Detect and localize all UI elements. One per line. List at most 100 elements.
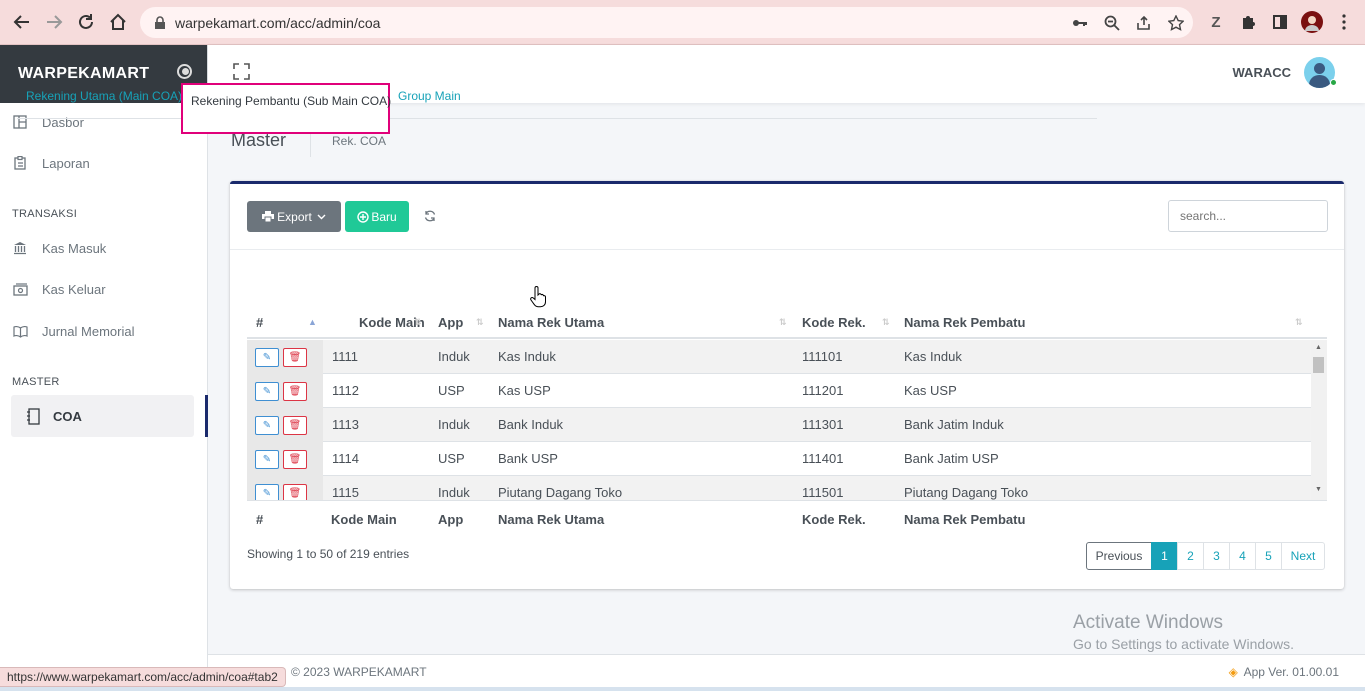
zoom-icon[interactable] [1102, 13, 1121, 32]
address-url[interactable]: warpekamart.com/acc/admin/coa [175, 14, 381, 31]
cell-nama-rek-pembantu: Bank Jatim USP [904, 451, 999, 466]
sort-icon[interactable]: ⇅ [1295, 317, 1303, 327]
home-icon[interactable] [107, 11, 129, 33]
breadcrumb[interactable]: Rek. COA [332, 134, 387, 148]
share-icon[interactable] [1134, 13, 1153, 32]
new-button[interactable]: Baru [345, 201, 409, 232]
page-button-5[interactable]: 5 [1255, 542, 1282, 570]
bank-icon [12, 240, 28, 256]
brand-logo-text[interactable]: WARPEKAMART [18, 65, 150, 82]
table-row: ✎ 🗑 1115 Induk Piutang Dagang Toko 11150… [247, 476, 1311, 500]
table-header: # ▲ Kode Main ⇅ App ⇅ Nama Rek Utama ⇅ K… [247, 306, 1327, 339]
sidebar: WARPEKAMART Dasbor Laporan TRANSAKSI Kas… [0, 45, 208, 691]
browser-menu-icon[interactable] [1333, 11, 1355, 33]
delete-icon[interactable]: 🗑 [283, 348, 307, 367]
page-button-4[interactable]: 4 [1229, 542, 1256, 570]
export-button[interactable]: Export [247, 201, 341, 232]
card-toolbar: Export Baru [230, 184, 1344, 250]
sort-icon[interactable]: ⇅ [779, 317, 787, 327]
reload-icon[interactable] [75, 11, 97, 33]
title-divider [310, 124, 311, 157]
delete-icon[interactable]: 🗑 [283, 450, 307, 469]
page-button-1[interactable]: 1 [1151, 542, 1178, 570]
page-button-2[interactable]: 2 [1177, 542, 1204, 570]
col-header-nama-rek-pembantu[interactable]: Nama Rek Pembatu [904, 315, 1026, 330]
cell-kode-main: 1111 [332, 349, 359, 364]
bookmark-star-icon[interactable] [1166, 13, 1185, 32]
edit-icon[interactable]: ✎ [255, 382, 279, 401]
col-footer-index: # [256, 512, 264, 527]
edit-icon[interactable]: ✎ [255, 450, 279, 469]
table-row: ✎ 🗑 1114 USP Bank USP 111401 Bank Jatim … [247, 442, 1311, 476]
lock-icon [155, 15, 165, 29]
edit-icon[interactable]: ✎ [255, 484, 279, 500]
puzzle-extensions-icon[interactable] [1237, 11, 1259, 33]
sort-asc-icon[interactable]: ▲ [308, 317, 317, 327]
key-icon[interactable] [1070, 13, 1089, 32]
previous-page-button[interactable]: Previous [1086, 542, 1152, 570]
sidebar-item-kas-keluar[interactable]: Kas Keluar [12, 270, 106, 308]
cell-app: Induk [438, 349, 470, 364]
search-input[interactable] [1168, 200, 1328, 232]
app-version: ◈ App Ver. 01.00.01 [1229, 665, 1339, 679]
app-version-text: App Ver. 01.00.01 [1243, 665, 1339, 679]
coa-tabs: Rekening Utama (Main COA) Rekening Pemba… [17, 83, 1097, 134]
next-page-button[interactable]: Next [1281, 542, 1325, 570]
tab-rekening-pembantu[interactable]: Rekening Pembantu (Sub Main COA) [181, 83, 391, 134]
export-label: Export [277, 209, 312, 224]
edit-icon[interactable]: ✎ [255, 416, 279, 435]
col-header-kode-rek[interactable]: Kode Rek. [802, 315, 866, 330]
report-icon [12, 155, 28, 171]
sort-icon[interactable]: ⇅ [414, 317, 422, 327]
scroll-down-icon[interactable]: ▼ [1315, 486, 1322, 493]
sort-icon[interactable]: ⇅ [882, 317, 890, 327]
sidebar-item-jurnal-memorial[interactable]: Jurnal Memorial [12, 312, 134, 350]
table-scrollbar[interactable]: ▲ ▼ [1311, 340, 1327, 500]
side-panel-icon[interactable] [1269, 11, 1291, 33]
col-header-kode-main[interactable]: Kode Main [359, 315, 425, 330]
online-status-dot [1330, 79, 1337, 86]
scroll-up-icon[interactable]: ▲ [1315, 344, 1322, 351]
address-bar[interactable]: warpekamart.com/acc/admin/coa [140, 7, 1193, 38]
sidebar-item-kas-masuk[interactable]: Kas Masuk [12, 229, 106, 267]
page-footer: © 2023 WARPEKAMART ◈ App Ver. 01.00.01 [208, 654, 1365, 691]
table-body: ✎ 🗑 1111 Induk Kas Induk 111101 Kas Indu… [247, 340, 1311, 500]
refresh-icon[interactable] [422, 208, 438, 224]
scrollbar-thumb[interactable] [1313, 357, 1324, 373]
delete-icon[interactable]: 🗑 [283, 382, 307, 401]
cell-nama-rek-utama: Bank USP [498, 451, 558, 466]
watermark-subtitle: Go to Settings to activate Windows. [1073, 636, 1294, 652]
sidebar-toggle-icon[interactable] [177, 64, 192, 79]
user-avatar[interactable] [1304, 57, 1335, 88]
page-button-3[interactable]: 3 [1203, 542, 1230, 570]
delete-icon[interactable]: 🗑 [283, 484, 307, 500]
col-header-index[interactable]: # [256, 315, 264, 330]
coa-card: Export Baru [230, 181, 1344, 589]
printer-icon [262, 211, 275, 222]
back-arrow-icon[interactable] [11, 11, 33, 33]
fullscreen-icon[interactable] [233, 63, 250, 80]
cell-kode-main: 1114 [332, 451, 359, 466]
edit-icon[interactable]: ✎ [255, 348, 279, 367]
tab-rekening-utama[interactable]: Rekening Utama (Main COA) [26, 89, 183, 103]
forward-arrow-icon[interactable] [43, 11, 65, 33]
cell-kode-rek: 111501 [802, 485, 844, 500]
z-extension-icon[interactable]: Z [1211, 13, 1221, 31]
cell-nama-rek-utama: Kas USP [498, 383, 551, 398]
cell-kode-rek: 111301 [802, 417, 844, 432]
chevron-down-icon [317, 214, 326, 219]
cell-kode-main: 1115 [332, 485, 359, 500]
user-name[interactable]: WARACC [1232, 65, 1292, 80]
bottom-edge [0, 687, 1365, 691]
col-header-app[interactable]: App [438, 315, 464, 330]
sidebar-item-coa[interactable]: COA [11, 395, 194, 437]
sidebar-item-laporan[interactable]: Laporan [12, 144, 90, 182]
sort-icon[interactable]: ⇅ [476, 317, 484, 327]
copyright-text: © 2023 WARPEKAMART [291, 665, 427, 679]
action-cell: ✎ 🗑 [247, 476, 323, 500]
col-header-nama-rek-utama[interactable]: Nama Rek Utama [498, 315, 605, 330]
tab-group-main[interactable]: Group Main [398, 89, 461, 103]
profile-avatar[interactable] [1301, 11, 1323, 33]
cell-nama-rek-utama: Kas Induk [498, 349, 556, 364]
delete-icon[interactable]: 🗑 [283, 416, 307, 435]
